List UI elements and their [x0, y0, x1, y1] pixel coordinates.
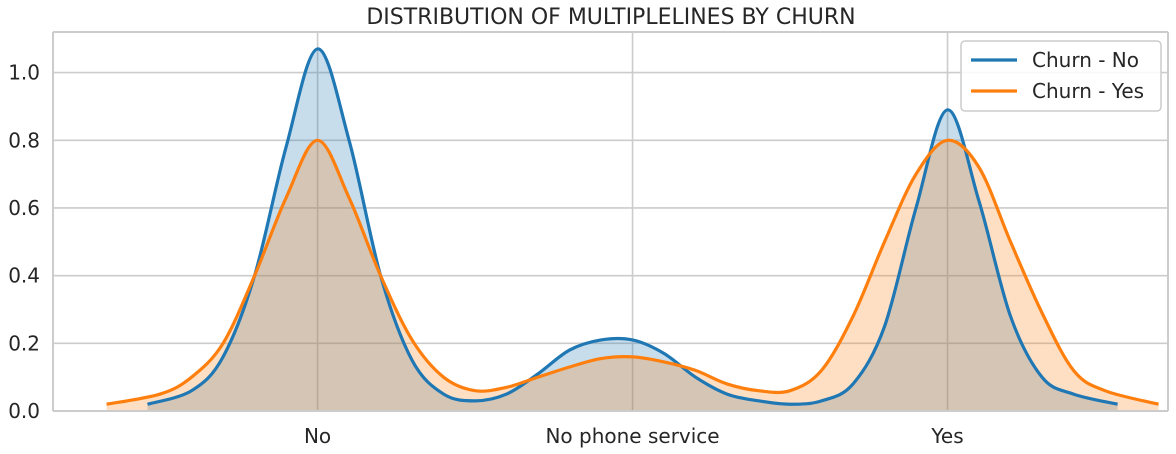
series-area	[147, 48, 1118, 411]
legend: Churn - No Churn - Yes	[960, 40, 1162, 112]
legend-label: Churn - No	[1032, 48, 1139, 72]
x-tick-label: No	[304, 424, 331, 448]
y-tick-label: 0.8	[8, 128, 40, 152]
y-tick-label: 0.0	[8, 399, 40, 423]
y-tick-label: 1.0	[8, 61, 40, 85]
series-line	[106, 138, 1159, 406]
chart-title: DISTRIBUTION OF MULTIPLELINES BY CHURN	[366, 5, 855, 30]
legend-label: Churn - Yes	[1032, 79, 1144, 103]
y-tick-label: 0.6	[8, 196, 40, 220]
y-tick-label: 0.4	[8, 264, 40, 288]
series-area	[106, 140, 1159, 412]
plot-area	[106, 47, 1159, 412]
axes: 0.0 0.2 0.4 0.6 0.8 1.0 No No phone service Yes	[8, 31, 1169, 448]
series-line	[147, 47, 1118, 406]
x-tick-label: No phone service	[545, 424, 719, 448]
x-tick-label: Yes	[930, 424, 963, 448]
y-tick-label: 0.2	[8, 331, 40, 355]
